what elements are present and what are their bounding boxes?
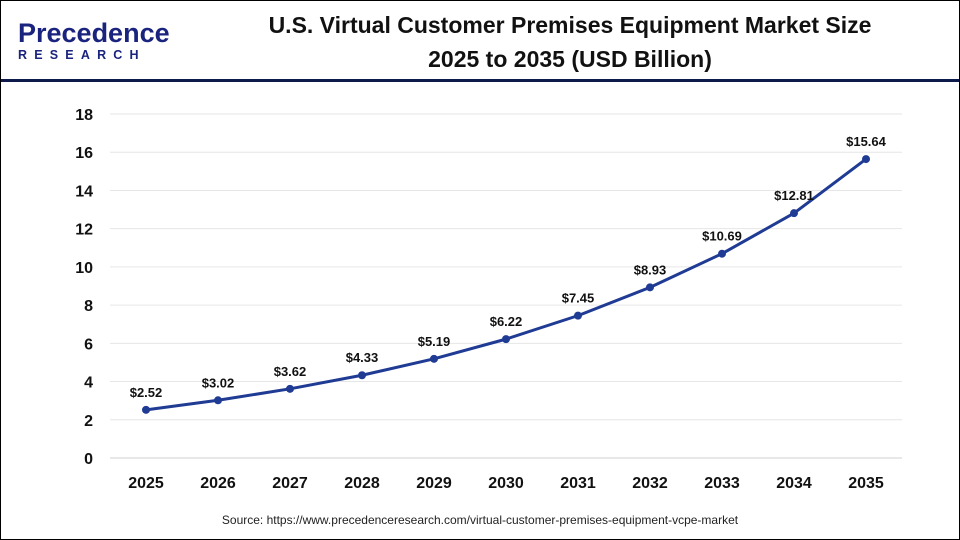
logo-main-text: Precedence (18, 18, 170, 48)
x-tick-label: 2030 (488, 475, 524, 492)
data-point (862, 155, 870, 164)
data-point (430, 354, 438, 363)
y-tick-label: 4 (84, 375, 93, 392)
x-tick-label: 2032 (632, 475, 668, 492)
data-point (214, 396, 222, 405)
y-tick-label: 6 (84, 336, 93, 353)
data-label: $3.62 (274, 364, 307, 379)
source-note: Source: https://www.precedenceresearch.c… (221, 513, 739, 527)
data-label: $5.19 (418, 334, 451, 349)
logo-sub-text: RESEARCH (18, 48, 146, 62)
data-label: $6.22 (490, 314, 523, 329)
x-tick-label: 2035 (848, 475, 884, 492)
data-label: $12.81 (774, 188, 814, 203)
data-point (142, 405, 150, 414)
x-tick-label: 2033 (704, 475, 740, 492)
data-label: $3.02 (202, 375, 235, 390)
y-tick-label: 8 (84, 298, 93, 315)
chart-title-line2: 2025 to 2035 (USD Billion) (428, 46, 712, 72)
x-tick-label: 2027 (272, 475, 308, 492)
y-tick-label: 16 (75, 145, 93, 162)
data-label: $8.93 (634, 262, 667, 277)
chart-title-line1: U.S. Virtual Customer Premises Equipment… (268, 12, 872, 38)
precedence-research-logo: Precedence RESEARCH (18, 18, 170, 63)
data-label: $7.45 (562, 291, 595, 306)
y-tick-label: 14 (75, 183, 93, 200)
y-tick-label: 0 (84, 451, 93, 468)
x-tick-label: 2029 (416, 475, 452, 492)
header-divider (1, 79, 959, 82)
data-label: $4.33 (346, 350, 379, 365)
y-tick-label: 2 (84, 413, 93, 430)
chart-title: U.S. Virtual Customer Premises Equipment… (210, 8, 930, 76)
x-tick-label: 2031 (560, 475, 596, 492)
x-tick-label: 2034 (776, 475, 812, 492)
x-tick-label: 2028 (344, 475, 380, 492)
x-tick-label: 2026 (200, 475, 236, 492)
data-label: $15.64 (846, 134, 887, 149)
x-tick-label: 2025 (128, 475, 164, 492)
data-point (790, 209, 798, 218)
data-point (286, 384, 294, 393)
data-label: $10.69 (702, 229, 742, 244)
data-label: $2.52 (130, 385, 163, 400)
data-point (502, 335, 510, 344)
data-point (358, 371, 366, 380)
y-tick-label: 10 (75, 260, 93, 277)
data-point (718, 249, 726, 258)
y-tick-label: 18 (75, 107, 93, 124)
data-point (646, 283, 654, 292)
data-point (574, 311, 582, 320)
y-tick-label: 12 (75, 222, 93, 239)
series-line (145, 157, 867, 412)
